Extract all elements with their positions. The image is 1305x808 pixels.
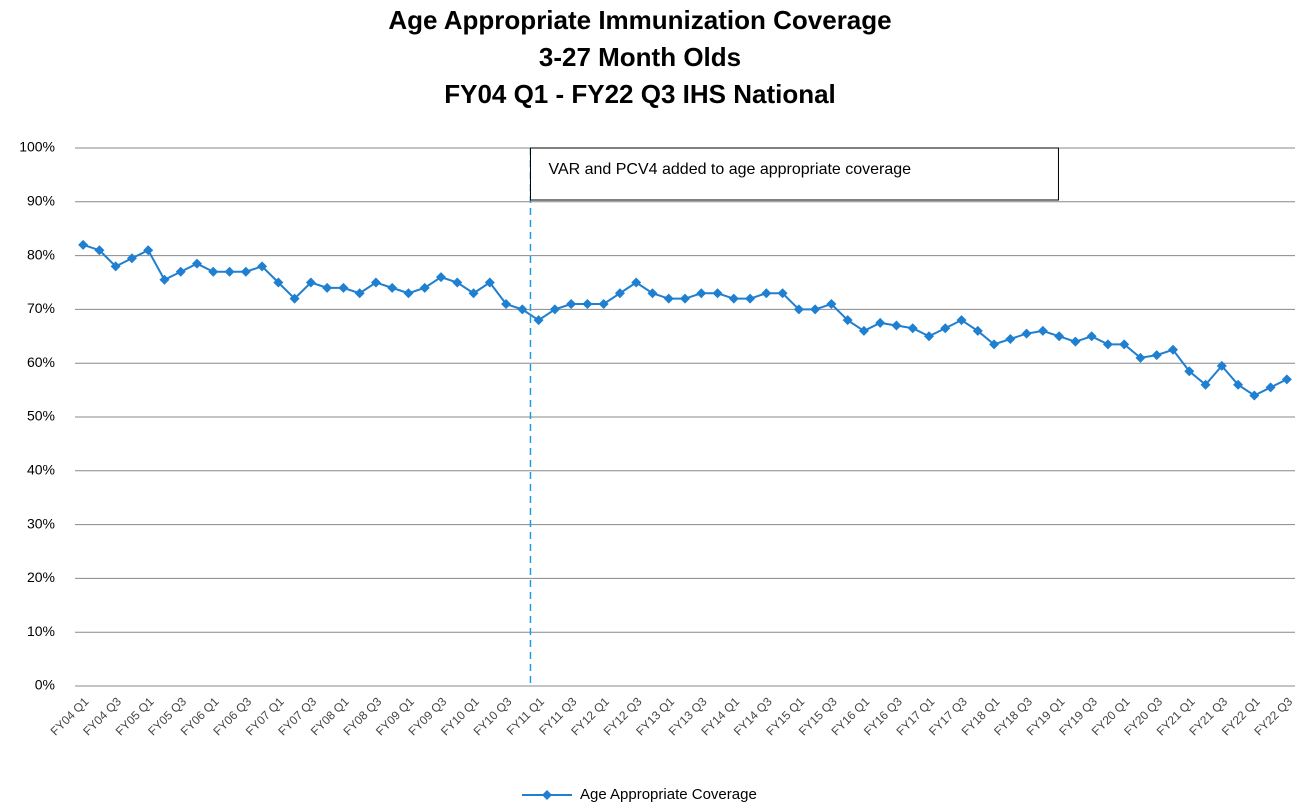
data-point — [826, 299, 837, 310]
data-point — [1249, 390, 1260, 401]
data-point — [370, 277, 381, 288]
annotation-box — [529, 147, 1059, 201]
data-point — [728, 293, 739, 304]
data-point — [680, 293, 690, 304]
data-point — [1184, 366, 1195, 377]
data-point — [273, 277, 284, 288]
data-point — [907, 323, 918, 334]
data-point — [582, 299, 593, 310]
data-point — [810, 304, 821, 315]
data-point — [1233, 379, 1244, 390]
data-point — [972, 325, 983, 336]
data-point — [1135, 352, 1146, 363]
data-point — [858, 325, 869, 336]
y-tick-label: 30% — [27, 515, 55, 531]
data-point — [517, 304, 528, 315]
data-point — [663, 293, 674, 304]
data-point — [192, 258, 202, 269]
y-tick-label: 60% — [27, 354, 55, 370]
data-point — [1281, 374, 1292, 385]
data-point — [614, 288, 625, 299]
y-tick-label: 70% — [27, 300, 55, 316]
data-point — [126, 253, 137, 264]
data-point — [484, 277, 495, 288]
chart-subtitle: FY04 Q1 - FY22 Q3 IHS National — [444, 79, 836, 109]
data-point — [940, 323, 951, 334]
data-point — [1119, 339, 1130, 350]
chart-subtitle: 3-27 Month Olds — [539, 42, 741, 72]
data-point — [566, 299, 577, 310]
data-point — [1086, 331, 1097, 342]
data-point — [1037, 325, 1048, 336]
data-point — [631, 277, 642, 288]
data-point — [533, 315, 544, 326]
data-point — [1168, 344, 1178, 355]
data-point — [598, 299, 609, 310]
data-point — [924, 331, 934, 342]
data-point — [1005, 333, 1016, 344]
data-point — [387, 282, 398, 293]
chart-title: Age Appropriate Immunization Coverage — [388, 5, 891, 35]
data-point — [712, 288, 723, 299]
legend-label: Age Appropriate Coverage — [580, 786, 757, 803]
data-point — [647, 288, 658, 299]
data-point — [1265, 382, 1276, 393]
data-point — [322, 282, 333, 293]
data-point — [94, 245, 105, 256]
legend-marker — [542, 790, 552, 800]
data-point — [354, 288, 365, 299]
data-point — [761, 288, 772, 299]
y-tick-label: 20% — [27, 569, 55, 585]
data-point — [419, 282, 430, 293]
data-point — [875, 317, 886, 328]
data-point — [159, 274, 170, 285]
data-point — [793, 304, 804, 315]
data-point — [549, 304, 560, 315]
y-tick-label: 90% — [27, 193, 55, 209]
data-point — [842, 315, 853, 326]
y-tick-label: 80% — [27, 246, 55, 262]
data-point — [208, 266, 219, 277]
annotation: VAR and PCV4 added to age appropriate co… — [548, 161, 911, 178]
y-tick-label: 10% — [27, 623, 55, 639]
data-point — [1054, 331, 1065, 342]
data-point — [468, 288, 479, 299]
y-tick-label: 40% — [27, 462, 55, 478]
data-point — [696, 288, 707, 299]
data-point — [1216, 360, 1227, 371]
data-point — [338, 282, 349, 293]
y-tick-label: 0% — [35, 677, 55, 693]
data-point — [257, 261, 268, 272]
data-point — [175, 266, 186, 277]
data-point — [501, 299, 512, 310]
data-point — [78, 239, 89, 250]
data-point — [777, 288, 788, 299]
data-point — [745, 293, 756, 304]
data-point — [989, 339, 1000, 350]
data-point — [1102, 339, 1113, 350]
data-point — [240, 266, 251, 277]
data-point — [143, 245, 154, 256]
data-point — [305, 277, 316, 288]
data-point — [289, 293, 300, 304]
data-point — [110, 261, 121, 272]
data-point — [1070, 336, 1081, 347]
data-point — [436, 272, 446, 283]
data-point — [891, 320, 902, 331]
data-point — [452, 277, 463, 288]
data-point — [956, 315, 967, 326]
data-point — [403, 288, 414, 299]
data-point — [1151, 350, 1162, 361]
y-tick-label: 50% — [27, 408, 55, 424]
data-point — [1021, 328, 1032, 339]
data-point — [1200, 379, 1211, 390]
y-tick-label: 100% — [19, 139, 55, 155]
data-point — [224, 266, 235, 277]
